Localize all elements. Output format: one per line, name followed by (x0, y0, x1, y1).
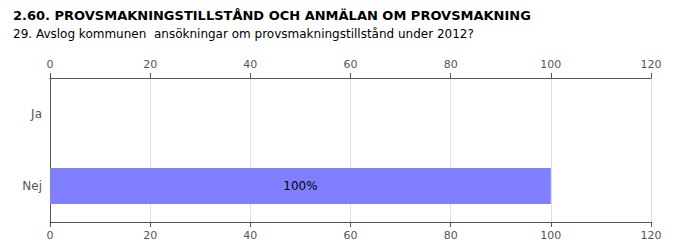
svg-text:20: 20 (143, 229, 157, 242)
svg-text:120: 120 (641, 58, 662, 71)
svg-text:80: 80 (444, 229, 458, 242)
svg-text:120: 120 (641, 229, 662, 242)
svg-text:20: 20 (143, 58, 157, 71)
svg-text:2.60. PROVSMAKNINGSTILLSTÅND O: 2.60. PROVSMAKNINGSTILLSTÅND OCH ANMÄLAN… (13, 8, 531, 23)
svg-text:100%: 100% (283, 179, 317, 193)
svg-text:Ja: Ja (30, 107, 42, 121)
svg-text:29. Avslog kommunen ansökning: 29. Avslog kommunen ansökningar om provs… (13, 27, 474, 41)
svg-text:40: 40 (243, 58, 257, 71)
svg-text:60: 60 (344, 229, 358, 242)
svg-text:80: 80 (444, 58, 458, 71)
svg-text:40: 40 (243, 229, 257, 242)
svg-text:Nej: Nej (22, 179, 42, 193)
svg-text:60: 60 (344, 58, 358, 71)
svg-text:100: 100 (540, 58, 561, 71)
svg-text:0: 0 (47, 229, 54, 242)
svg-text:100: 100 (540, 229, 561, 242)
svg-text:0: 0 (47, 58, 54, 71)
